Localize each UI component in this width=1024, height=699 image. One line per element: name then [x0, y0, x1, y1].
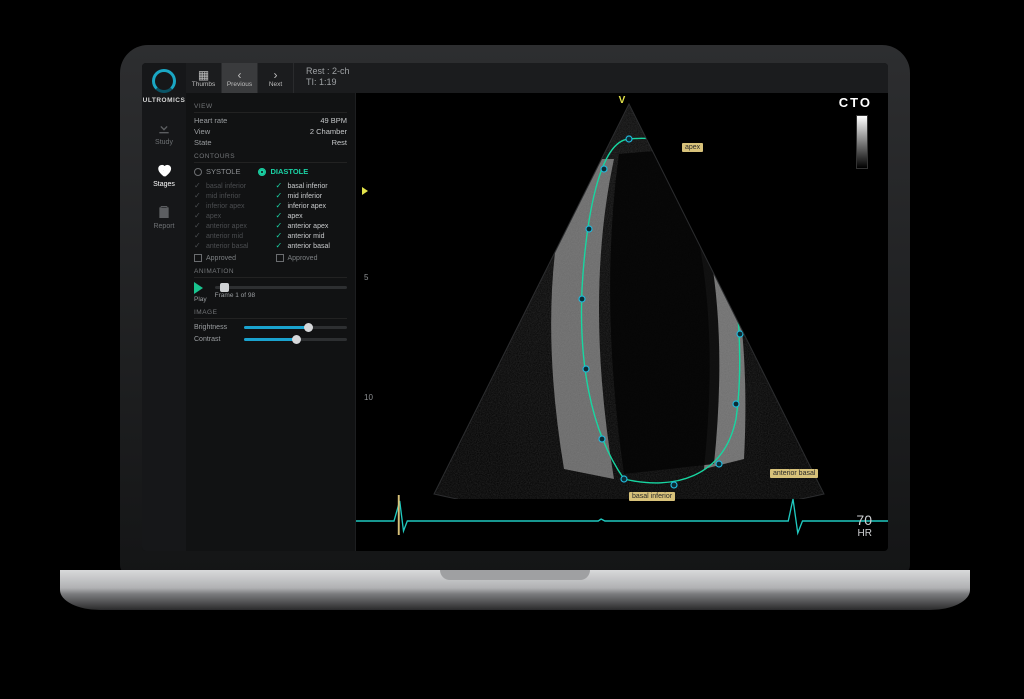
sys-item[interactable]: apex [194, 212, 266, 220]
laptop-base [60, 570, 970, 610]
frame-knob[interactable] [220, 283, 229, 292]
dia-item[interactable]: mid inferior [276, 192, 348, 200]
tag-apex[interactable]: apex [682, 143, 703, 152]
radio-diastole[interactable]: DIASTOLE [258, 167, 308, 176]
echo-image: apex basal inferior anterior basal [414, 99, 844, 499]
dia-item[interactable]: apex [276, 212, 348, 220]
view-label: View [194, 127, 210, 136]
logo-icon [152, 69, 176, 93]
dia-item[interactable]: basal inferior [276, 182, 348, 190]
play-label: Play [194, 296, 207, 303]
main-area: ▦ Thumbs ‹ Previous › Next Rest : 2-ch T… [186, 63, 888, 551]
sys-item[interactable]: anterior apex [194, 222, 266, 230]
nav-study-label: Study [155, 139, 173, 146]
sys-approved[interactable]: Approved [194, 254, 266, 262]
contrast-label: Contrast [194, 336, 236, 343]
hr-label: Heart rate [194, 116, 227, 125]
contour-columns: basal inferior mid inferior inferior ape… [194, 180, 347, 262]
systole-column: basal inferior mid inferior inferior ape… [194, 180, 266, 262]
nav-report-label: Report [153, 223, 174, 230]
state-label: State [194, 138, 212, 147]
app-screen: ULTROMICS Study Stages Report ▦ Thumbs [142, 63, 888, 551]
sys-item[interactable]: anterior basal [194, 242, 266, 250]
dia-item[interactable]: anterior mid [276, 232, 348, 240]
diastole-column: basal inferior mid inferior inferior ape… [276, 180, 348, 262]
nav-study[interactable]: Study [155, 120, 173, 146]
nav-stages-label: Stages [153, 181, 175, 188]
brightness-knob[interactable] [304, 323, 313, 332]
chevron-right-icon: › [274, 69, 278, 81]
contours-heading: CONTOURS [194, 153, 347, 163]
view-heading: VIEW [194, 103, 347, 113]
grayscale-bar [856, 115, 868, 169]
contrast-slider[interactable]: Contrast [194, 336, 347, 343]
heart-ecg-icon [155, 162, 173, 178]
radio-systole[interactable]: SYSTOLE [194, 167, 240, 176]
next-button[interactable]: › Next [258, 63, 294, 93]
frame-slider[interactable] [215, 286, 347, 289]
echo-viewer[interactable]: V CTO 5 10 [356, 93, 888, 551]
animation-heading: ANIMATION [194, 268, 347, 278]
clip-title-line1: Rest : 2-ch [306, 66, 350, 77]
laptop-bezel: ULTROMICS Study Stages Report ▦ Thumbs [120, 45, 910, 575]
echo-svg [414, 99, 844, 499]
side-panel: VIEW Heart rate 49 BPM View 2 Chamber Stat… [186, 93, 356, 551]
focus-marker-icon [362, 187, 368, 195]
frame-label: Frame 1 of 98 [215, 292, 347, 299]
brightness-fill [244, 326, 308, 329]
dia-item[interactable]: inferior apex [276, 202, 348, 210]
sys-item[interactable]: inferior apex [194, 202, 266, 210]
chevron-left-icon: ‹ [238, 69, 242, 81]
hr-number: 70 [856, 512, 872, 528]
body: VIEW Heart rate 49 BPM View 2 Chamber Stat… [186, 93, 888, 551]
dia-item[interactable]: anterior basal [276, 242, 348, 250]
state-value: Rest [332, 138, 347, 147]
play-button[interactable] [194, 282, 203, 294]
nav-rail: ULTROMICS Study Stages Report [142, 63, 186, 551]
clip-title: Rest : 2-ch TI: 1:19 [294, 63, 362, 93]
sys-item[interactable]: anterior mid [194, 232, 266, 240]
sys-item[interactable]: mid inferior [194, 192, 266, 200]
next-label: Next [269, 81, 282, 88]
nav-stages[interactable]: Stages [153, 162, 175, 188]
depth-10: 10 [364, 393, 373, 402]
brightness-label: Brightness [194, 324, 236, 331]
depth-5: 5 [364, 273, 368, 282]
thumbs-label: Thumbs [192, 81, 215, 88]
clipboard-icon [155, 204, 173, 220]
image-heading: IMAGE [194, 309, 347, 319]
toolbar: ▦ Thumbs ‹ Previous › Next Rest : 2-ch T… [186, 63, 888, 93]
hr-value: 49 BPM [320, 116, 347, 125]
dia-item[interactable]: anterior apex [276, 222, 348, 230]
dia-approved[interactable]: Approved [276, 254, 348, 262]
hr-unit: HR [858, 528, 872, 539]
contrast-fill [244, 338, 296, 341]
previous-label: Previous [227, 81, 252, 88]
clip-title-line2: TI: 1:19 [306, 77, 350, 88]
brand-label: ULTROMICS [143, 97, 186, 104]
nav-report[interactable]: Report [153, 204, 174, 230]
brightness-slider[interactable]: Brightness [194, 324, 347, 331]
view-value: 2 Chamber [310, 127, 347, 136]
contrast-knob[interactable] [292, 335, 301, 344]
previous-button[interactable]: ‹ Previous [222, 63, 258, 93]
tag-anterior-basal[interactable]: anterior basal [770, 469, 818, 478]
sys-item[interactable]: basal inferior [194, 182, 266, 190]
diastole-label: DIASTOLE [270, 167, 308, 176]
hr-readout: 70 HR [856, 512, 872, 539]
ecg-strip [356, 491, 888, 537]
download-icon [155, 120, 173, 136]
thumbs-button[interactable]: ▦ Thumbs [186, 63, 222, 93]
systole-label: SYSTOLE [206, 167, 240, 176]
grid-icon: ▦ [198, 69, 209, 81]
